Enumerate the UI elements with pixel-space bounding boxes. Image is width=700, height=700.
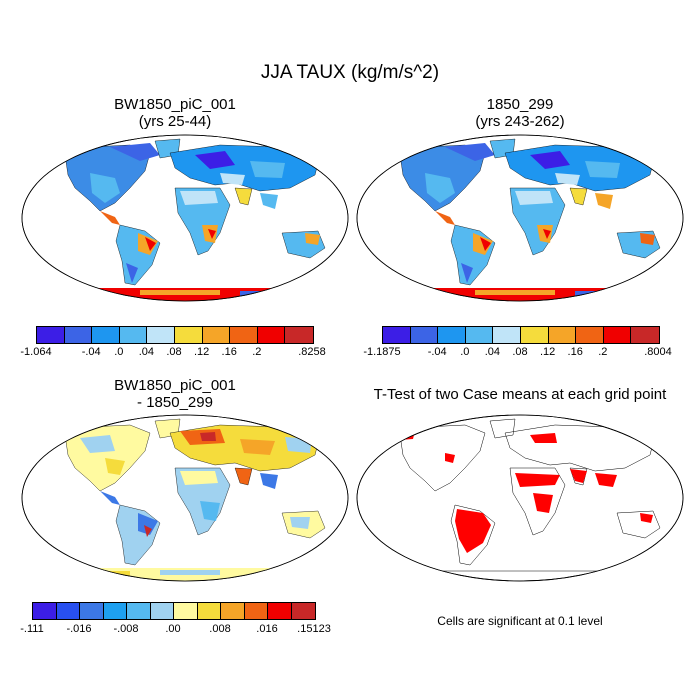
colorbar-tick-label: .8004 bbox=[644, 346, 672, 358]
significance-cells bbox=[395, 431, 653, 553]
colorbar-tick-label: .16 bbox=[221, 346, 237, 358]
colorbar-swatch bbox=[221, 603, 245, 619]
colorbar-tick-label: .08 bbox=[166, 346, 182, 358]
colorbar-swatch bbox=[33, 603, 57, 619]
colorbar-tick-label: -.008 bbox=[113, 623, 139, 635]
colorbar-swatch bbox=[230, 327, 258, 343]
colorbar-swatch bbox=[80, 603, 104, 619]
colorbar-swatch bbox=[410, 327, 439, 343]
panel1-title: BW1850_piC_001 (yrs 25-44) bbox=[20, 96, 330, 130]
colorbar-tick-label: .04 bbox=[484, 346, 501, 358]
colorbar-tick-label: .16 bbox=[567, 346, 583, 358]
colorbar-swatch bbox=[285, 327, 313, 343]
colorbar-swatch bbox=[520, 327, 549, 343]
colorbar-tick-label: .8258 bbox=[298, 346, 326, 358]
colorbar-tick-label: -.04 bbox=[427, 346, 447, 358]
colorbar-tick-label: .15123 bbox=[297, 623, 331, 635]
colorbar-tick-label: .12 bbox=[193, 346, 210, 358]
panel1-colorbar bbox=[36, 326, 314, 344]
panel3-map bbox=[20, 413, 350, 583]
colorbar-tick-label: -.111 bbox=[20, 623, 44, 635]
figure-title: JJA TAUX (kg/m/s^2) bbox=[260, 62, 440, 83]
panel4-map bbox=[355, 413, 685, 583]
colorbar-tick-label: .2 bbox=[252, 346, 262, 358]
colorbar-swatch bbox=[197, 603, 221, 619]
panel1-title-line2: (yrs 25-44) bbox=[138, 113, 212, 130]
panel2-title-line2: (yrs 243-262) bbox=[475, 113, 565, 130]
colorbar-tick-label: .04 bbox=[138, 346, 155, 358]
colorbar-swatch bbox=[631, 327, 659, 343]
colorbar-swatch bbox=[174, 603, 198, 619]
panel3-colorbar-ticks: -.111 -.016 -.008 .00 .008 .016 .15123 bbox=[20, 623, 331, 637]
colorbar-swatch bbox=[244, 603, 268, 619]
panel1-colorbar-ticks: -1.064 -.04 .0 .04 .08 .12 .16 .2 .8258 bbox=[20, 346, 325, 360]
panel1-map bbox=[20, 133, 350, 303]
colorbar-swatch bbox=[64, 327, 93, 343]
colorbar-tick-label: .08 bbox=[512, 346, 528, 358]
colorbar-tick-label: .0 bbox=[460, 346, 470, 358]
panel2-title: 1850_299 (yrs 243-262) bbox=[355, 96, 685, 130]
colorbar-swatch bbox=[92, 327, 120, 343]
colorbar-tick-label: -1.064 bbox=[20, 346, 52, 358]
panel2-title-line1: 1850_299 bbox=[486, 96, 554, 113]
colorbar-swatch bbox=[174, 327, 203, 343]
colorbar-swatch bbox=[576, 327, 604, 343]
colorbar-swatch bbox=[257, 327, 286, 343]
colorbar-swatch bbox=[268, 603, 292, 619]
panel3-title-line2: - 1850_299 bbox=[137, 394, 213, 411]
colorbar-swatch bbox=[383, 327, 411, 343]
colorbar-swatch bbox=[291, 603, 315, 619]
colorbar-swatch bbox=[202, 327, 231, 343]
colorbar-swatch bbox=[119, 327, 148, 343]
colorbar-swatch bbox=[493, 327, 521, 343]
colorbar-tick-label: .12 bbox=[539, 346, 556, 358]
colorbar-tick-label: -.016 bbox=[66, 623, 92, 635]
panel4-title-line1: T-Test of two Case means at each grid po… bbox=[373, 386, 667, 403]
significance-note: Cells are significant at 0.1 level bbox=[437, 614, 603, 628]
panel2-colorbar-ticks: -1.1875 -.04 .0 .04 .08 .12 .16 .2 .8004 bbox=[363, 346, 671, 360]
colorbar-swatch bbox=[603, 327, 632, 343]
colorbar-swatch bbox=[37, 327, 65, 343]
panel1-title-line1: BW1850_piC_001 bbox=[114, 96, 236, 113]
colorbar-swatch bbox=[150, 603, 174, 619]
colorbar-tick-label: .00 bbox=[165, 623, 181, 635]
colorbar-swatch bbox=[147, 327, 175, 343]
panel3-title: BW1850_piC_001 - 1850_299 bbox=[20, 377, 330, 411]
colorbar-swatch bbox=[438, 327, 466, 343]
colorbar-swatch bbox=[56, 603, 80, 619]
colorbar-tick-label: .0 bbox=[114, 346, 124, 358]
colorbar-swatch bbox=[465, 327, 494, 343]
colorbar-swatch bbox=[103, 603, 127, 619]
colorbar-tick-label: -1.1875 bbox=[363, 346, 401, 358]
colorbar-tick-label: .2 bbox=[598, 346, 608, 358]
colorbar-tick-label: .008 bbox=[209, 623, 231, 635]
world-map-taux-case1 bbox=[21, 134, 349, 302]
world-map-taux-difference bbox=[21, 414, 349, 582]
panel4-title: T-Test of two Case means at each grid po… bbox=[355, 386, 685, 403]
colorbar-swatch bbox=[548, 327, 577, 343]
colorbar-swatch bbox=[127, 603, 151, 619]
colorbar-tick-label: .016 bbox=[256, 623, 278, 635]
panel2-colorbar bbox=[382, 326, 660, 344]
world-map-taux-case2 bbox=[356, 134, 684, 302]
panel3-title-line1: BW1850_piC_001 bbox=[114, 377, 236, 394]
panel3-colorbar bbox=[32, 602, 316, 620]
panel2-map bbox=[355, 133, 685, 303]
colorbar-tick-label: -.04 bbox=[81, 346, 101, 358]
world-map-ttest bbox=[356, 414, 684, 582]
